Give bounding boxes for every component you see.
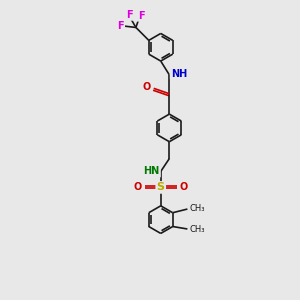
Text: O: O: [134, 182, 142, 192]
Text: F: F: [138, 11, 144, 20]
Text: O: O: [142, 82, 151, 92]
Text: CH₃: CH₃: [190, 204, 206, 213]
Text: NH: NH: [171, 69, 187, 79]
Text: S: S: [157, 182, 165, 192]
Text: O: O: [179, 182, 188, 192]
Text: F: F: [126, 10, 133, 20]
Text: F: F: [117, 21, 124, 31]
Text: HN: HN: [143, 167, 160, 176]
Text: CH₃: CH₃: [190, 225, 206, 234]
